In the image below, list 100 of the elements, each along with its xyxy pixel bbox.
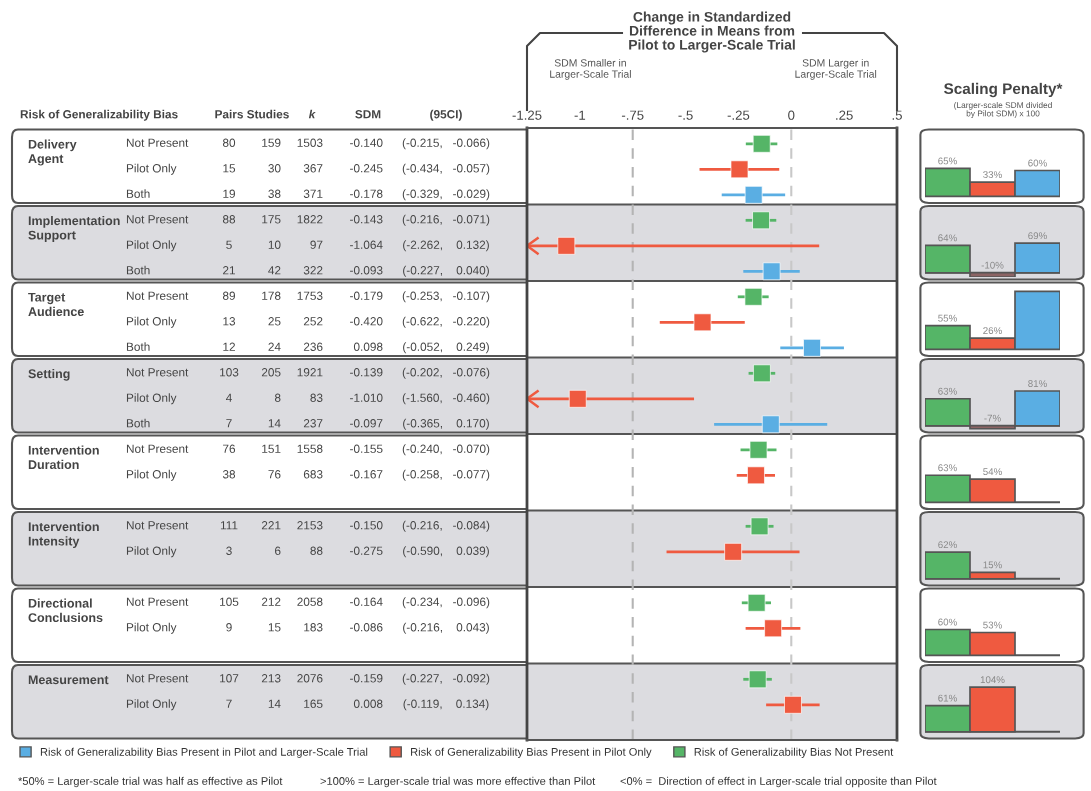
category-label: Intervention Intensity bbox=[28, 521, 99, 548]
text: -0.086 bbox=[350, 623, 383, 632]
text: 6 bbox=[275, 546, 281, 555]
text: 236 bbox=[303, 342, 323, 351]
category-label: Pilot Only bbox=[126, 163, 177, 175]
text: -0.140 bbox=[350, 138, 383, 147]
data-label: -10% bbox=[981, 261, 1004, 269]
text: (-0.216, 0.043) bbox=[403, 622, 489, 634]
text: 2076 bbox=[297, 674, 323, 683]
text: 205 bbox=[261, 368, 281, 377]
text: SDM Smaller in Larger-Scale Trial bbox=[550, 58, 631, 80]
data-label: -7% bbox=[984, 414, 1001, 422]
data-label: 63% bbox=[938, 387, 957, 395]
text: 1753 bbox=[297, 291, 323, 300]
text: 183 bbox=[304, 623, 323, 632]
data-label: 54% bbox=[983, 468, 1002, 476]
text: 80 bbox=[222, 138, 236, 147]
text: 25 bbox=[268, 317, 281, 326]
text: 1822 bbox=[297, 215, 323, 224]
text: (-0.119, 0.134) bbox=[403, 699, 489, 711]
text: 367 bbox=[303, 164, 323, 173]
category-label: Not Present bbox=[126, 138, 189, 147]
text: 5 bbox=[226, 240, 232, 249]
text: (-0.240, -0.070) bbox=[402, 444, 490, 456]
text: -0.093 bbox=[350, 266, 383, 275]
chart-subtitle: (Larger-scale SDM divided by Pilot SDM) x 100 bbox=[954, 101, 1052, 119]
text: 105 bbox=[220, 597, 239, 606]
chart-title: Change in Standardized Difference in Means from Pilot to Larger-Scale Trial bbox=[629, 11, 795, 53]
category-label: SDM bbox=[355, 110, 381, 119]
text: (-0.329, -0.029) bbox=[402, 189, 490, 201]
text: 76 bbox=[268, 470, 281, 479]
data-label: 62% bbox=[938, 541, 957, 549]
data-label: 61% bbox=[938, 694, 957, 702]
text: 15 bbox=[223, 164, 236, 173]
text: 10 bbox=[268, 240, 281, 249]
text: (-1.560, -0.460) bbox=[402, 393, 490, 405]
x-tick-label: -.25 bbox=[727, 110, 750, 120]
text: 178 bbox=[262, 291, 281, 300]
text: -0.245 bbox=[350, 164, 383, 173]
data-label: 69% bbox=[1028, 232, 1047, 240]
category-label: Intervention Duration bbox=[28, 445, 99, 470]
text: 89 bbox=[222, 291, 236, 300]
text: 88 bbox=[310, 546, 323, 555]
text: 13 bbox=[223, 317, 236, 326]
text: 1921 bbox=[297, 368, 323, 377]
text: 165 bbox=[304, 699, 323, 708]
category-label: Both bbox=[126, 342, 150, 351]
text: 38 bbox=[268, 189, 281, 198]
text: 15 bbox=[268, 623, 281, 632]
category-label: Directional Conclusions bbox=[28, 598, 103, 623]
text: (-0.216, -0.084) bbox=[402, 520, 490, 532]
text: (-0.258, -0.077) bbox=[402, 469, 490, 481]
text: (-0.234, -0.096) bbox=[402, 597, 490, 609]
category-label: Pilot Only bbox=[126, 699, 177, 711]
data-label: 15% bbox=[983, 561, 1002, 569]
text: (-0.590, 0.039) bbox=[403, 546, 489, 558]
text: -1.010 bbox=[350, 393, 383, 402]
text: 1503 bbox=[297, 138, 323, 147]
x-tick-label: -1.25 bbox=[512, 110, 542, 120]
text: 212 bbox=[261, 597, 281, 606]
text: 151 bbox=[262, 444, 281, 453]
text: 175 bbox=[262, 215, 281, 224]
category-label: Target Audience bbox=[28, 292, 84, 317]
text: 1558 bbox=[297, 444, 323, 453]
text: -0.139 bbox=[350, 368, 383, 377]
x-tick-label: -.5 bbox=[678, 110, 693, 120]
category-label: Implementation Support bbox=[28, 215, 120, 242]
x-tick-label: .25 bbox=[836, 110, 853, 120]
text: (-0.052, 0.249) bbox=[403, 342, 489, 354]
text: (-0.434, -0.057) bbox=[402, 163, 490, 175]
category-label: k bbox=[308, 109, 316, 119]
text: (-0.227, -0.092) bbox=[402, 673, 490, 685]
category-label: Setting bbox=[28, 368, 70, 381]
text: 7 bbox=[226, 419, 232, 428]
text: 14 bbox=[268, 419, 281, 428]
text: 30 bbox=[268, 164, 281, 173]
text: -0.164 bbox=[350, 597, 383, 606]
data-label: 55% bbox=[938, 314, 957, 322]
data-label: 81% bbox=[1028, 380, 1047, 387]
text: 7 bbox=[226, 699, 232, 708]
text: Risk of Generalizability Bias bbox=[20, 109, 178, 121]
x-tick-label: -1 bbox=[574, 110, 586, 120]
text: 12 bbox=[223, 342, 235, 351]
text: 19 bbox=[223, 189, 236, 198]
data-label: 60% bbox=[938, 618, 957, 626]
text: 8 bbox=[274, 393, 281, 402]
category-label: Not Present bbox=[126, 674, 189, 683]
text: -0.159 bbox=[350, 674, 383, 683]
text: 3 bbox=[226, 546, 232, 555]
category-label: Not Present bbox=[126, 444, 189, 453]
data-label: 104% bbox=[980, 676, 1005, 684]
category-label: Pilot Only bbox=[126, 546, 177, 558]
text: 237 bbox=[303, 419, 323, 428]
category-label: Pilot Only bbox=[126, 240, 177, 252]
legend-label: Risk of Generalizability Bias Not Present bbox=[694, 747, 894, 758]
text: 0.098 bbox=[353, 342, 383, 351]
x-tick-label: -.75 bbox=[621, 110, 644, 120]
text: (-0.253, -0.107) bbox=[402, 291, 490, 303]
category-label: Delivery Agent bbox=[28, 139, 77, 166]
text: -0.178 bbox=[350, 189, 383, 198]
